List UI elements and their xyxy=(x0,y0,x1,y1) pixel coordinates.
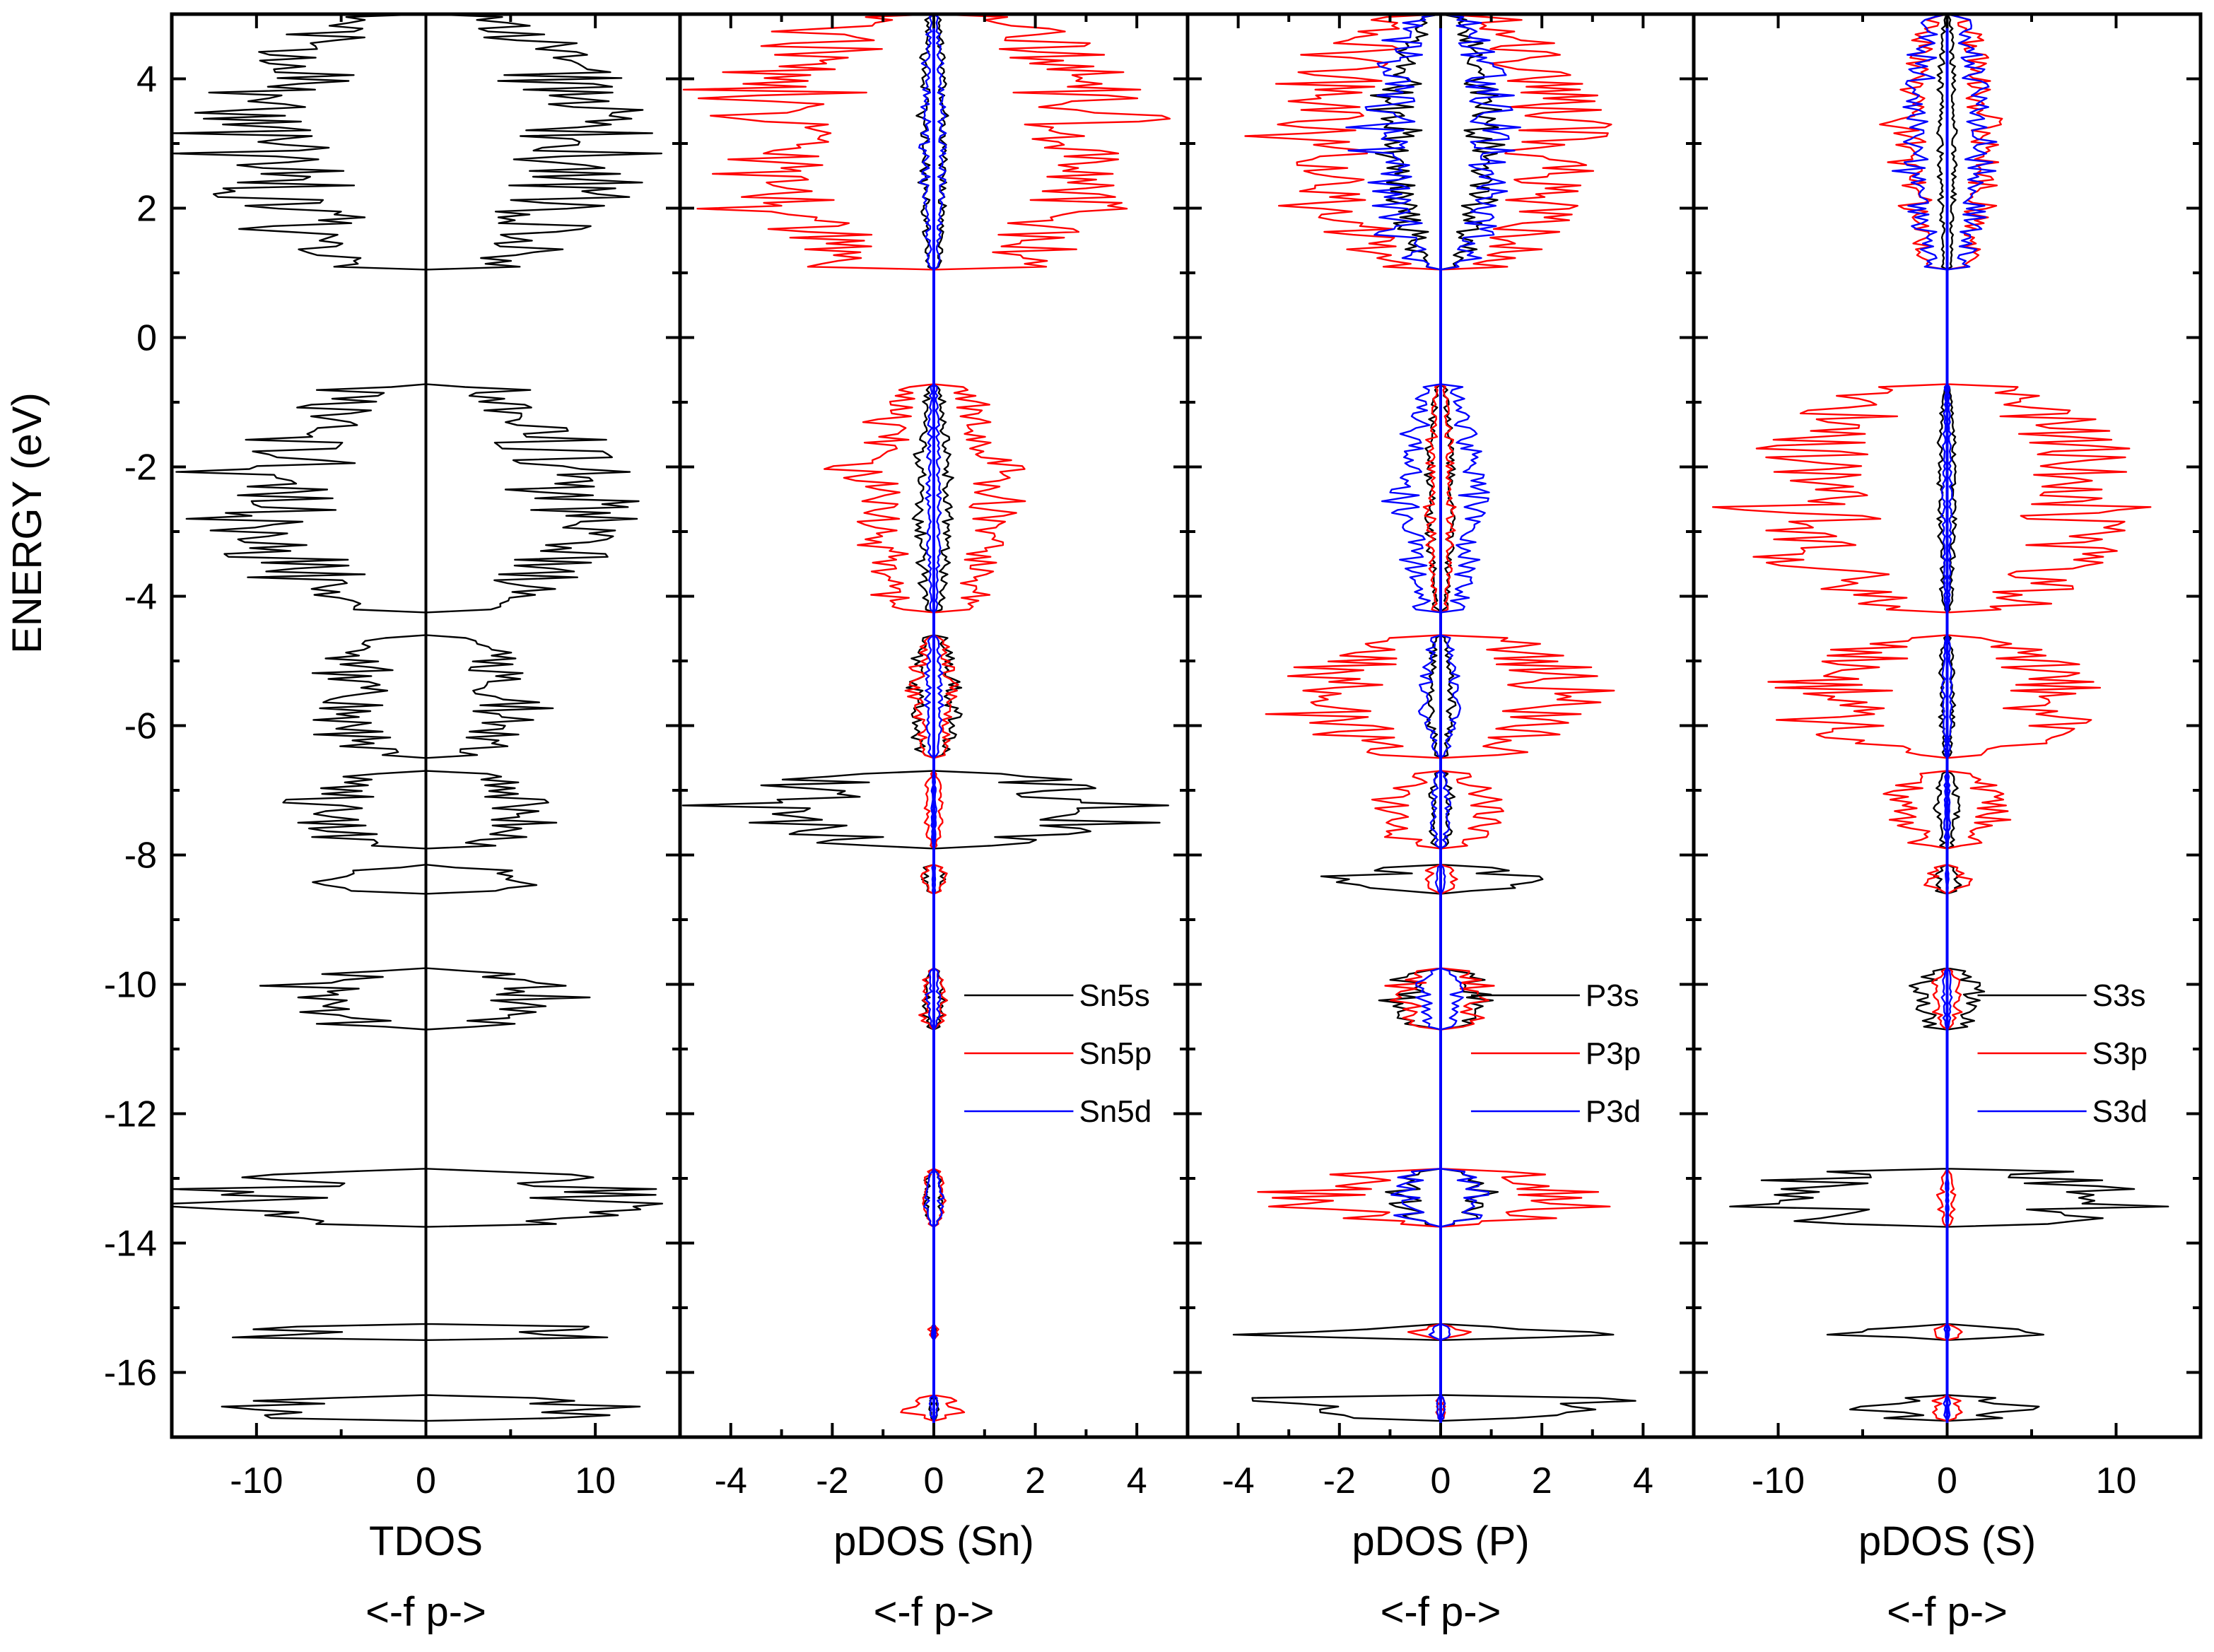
legend-label-p3s: P3s xyxy=(1586,978,1639,1013)
legend: P3s P3p P3d xyxy=(1470,978,1641,1129)
legend-label-sn5s: Sn5s xyxy=(1079,978,1149,1013)
x-tick-label: 0 xyxy=(416,1460,436,1501)
x-tick-label: -4 xyxy=(715,1460,747,1501)
x-tick-label: -2 xyxy=(816,1460,848,1501)
legend-label-p3p: P3p xyxy=(1586,1036,1641,1071)
x-tick-label: 10 xyxy=(2096,1460,2137,1501)
legend-label-s3d: S3d xyxy=(2092,1094,2148,1129)
direction-label: <-f p-> xyxy=(874,1589,995,1635)
series-line-s3p xyxy=(1711,12,2152,1422)
panel-s: -10 0 10 pDOS (S) <-f p-> S3s S3p S3d xyxy=(1692,12,2203,1635)
x-tick-label: 4 xyxy=(1633,1460,1653,1501)
legend: S3s S3p S3d xyxy=(1977,978,2148,1129)
y-tick-label: -14 xyxy=(104,1224,157,1265)
y-tick-label: -6 xyxy=(124,706,157,747)
y-tick-label: -4 xyxy=(124,577,157,618)
x-tick-label: 2 xyxy=(1532,1460,1552,1501)
x-tick-label: 4 xyxy=(1127,1460,1147,1501)
y-tick-label: 0 xyxy=(136,318,157,359)
x-tick-label: -10 xyxy=(1752,1460,1805,1501)
y-tick-label: 4 xyxy=(136,59,157,100)
legend: Sn5s Sn5p Sn5d xyxy=(964,978,1152,1129)
direction-label: <-f p-> xyxy=(365,1589,486,1635)
x-axis-title: pDOS (P) xyxy=(1352,1518,1529,1564)
panels-layer: 4 2 0 -2 -4 -6 -8 -10 -12 -14 -16 -10 0 10 TDOS <-f p->… xyxy=(104,12,2203,1635)
panel-p: -4 -2 0 2 4 pDOS (P) <-f p-> P3s P3p P3d xyxy=(1185,12,1696,1635)
series-line-sn5s xyxy=(681,12,1169,1422)
y-tick-label: -16 xyxy=(104,1353,157,1394)
direction-label: <-f p-> xyxy=(1381,1589,1501,1635)
x-axis-title: TDOS xyxy=(369,1518,483,1564)
series-line-p3s xyxy=(1232,12,1636,1422)
y-tick-label: -8 xyxy=(124,836,157,877)
panel-sn: -4 -2 0 2 4 pDOS (Sn) <-f p-> Sn5s Sn5p Sn5d xyxy=(678,12,1190,1635)
x-axis-title: pDOS (Sn) xyxy=(833,1518,1034,1564)
x-tick-label: 2 xyxy=(1025,1460,1046,1501)
x-tick-label: 0 xyxy=(1431,1460,1451,1501)
legend-label-s3p: S3p xyxy=(2092,1036,2148,1071)
y-tick-label: -10 xyxy=(104,965,157,1006)
legend-label-s3s: S3s xyxy=(2092,978,2146,1013)
x-axis-title: pDOS (S) xyxy=(1858,1518,2036,1564)
legend-label-sn5p: Sn5p xyxy=(1079,1036,1152,1071)
x-tick-label: -10 xyxy=(230,1460,283,1501)
y-axis-title: ENERGY (eV) xyxy=(4,392,50,654)
x-tick-label: 0 xyxy=(924,1460,944,1501)
legend-label-p3d: P3d xyxy=(1586,1094,1641,1129)
series-line-tdos xyxy=(170,12,664,1422)
x-tick-label: -4 xyxy=(1222,1460,1254,1501)
x-tick-label: 10 xyxy=(575,1460,616,1501)
y-tick-label: -12 xyxy=(104,1094,157,1135)
y-tick-label: 2 xyxy=(136,189,157,230)
y-tick-label: -2 xyxy=(124,447,157,488)
x-tick-label: 0 xyxy=(1937,1460,1957,1501)
legend-label-sn5d: Sn5d xyxy=(1079,1094,1152,1129)
series-line-p3d xyxy=(1345,12,1521,1422)
panel-tdos: -10 0 10 TDOS <-f p-> xyxy=(170,12,682,1635)
x-tick-label: -2 xyxy=(1323,1460,1356,1501)
direction-label: <-f p-> xyxy=(1887,1589,2008,1635)
